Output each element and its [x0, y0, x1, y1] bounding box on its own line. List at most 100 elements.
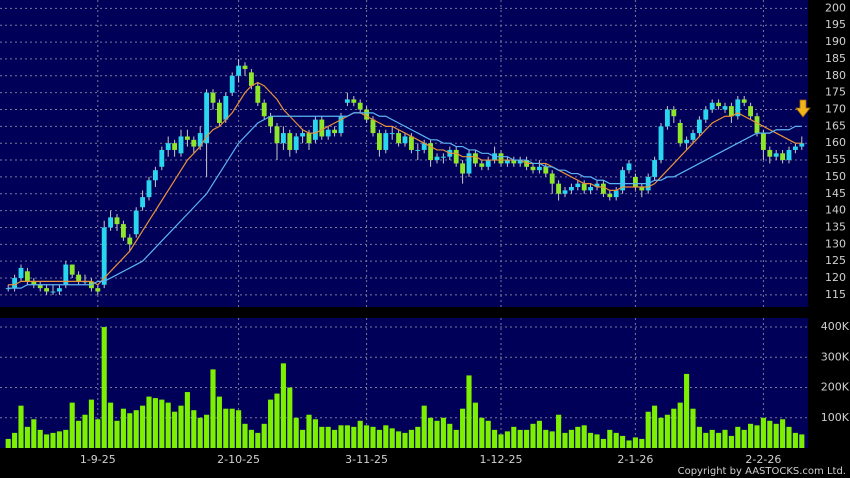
- candle-body: [210, 92, 216, 103]
- volume-bar: [95, 419, 101, 448]
- candle-body: [664, 109, 670, 127]
- volume-bar: [56, 431, 62, 448]
- volume-bar: [748, 423, 754, 448]
- volume-bar: [216, 396, 222, 448]
- candle-body: [101, 227, 107, 285]
- volume-bar: [344, 425, 350, 448]
- candle-body: [735, 99, 741, 117]
- candle-body: [428, 143, 434, 161]
- candle-body: [773, 153, 779, 157]
- candle-body: [140, 197, 146, 208]
- volume-bar: [159, 399, 165, 448]
- candle-body: [152, 170, 158, 181]
- candle-body: [460, 163, 466, 174]
- candle-body: [440, 156, 446, 158]
- candle-body: [786, 149, 792, 161]
- candle-body: [434, 156, 440, 161]
- volume-bar: [716, 432, 722, 448]
- candle-body: [396, 133, 402, 144]
- candle-body: [383, 133, 389, 150]
- y-tick-label: 190: [825, 35, 846, 48]
- x-tick-label: 1-9-25: [80, 453, 116, 466]
- y-tick-label: 100K: [821, 411, 850, 424]
- volume-bar: [581, 425, 587, 448]
- candle-body: [76, 274, 82, 282]
- candle-body: [37, 284, 43, 289]
- candle-body: [306, 133, 312, 144]
- volume-bar: [69, 402, 75, 448]
- y-tick-label: 160: [825, 136, 846, 149]
- volume-bar: [440, 417, 446, 448]
- volume-bar: [703, 432, 709, 448]
- volume-bar: [223, 408, 229, 448]
- volume-bar: [728, 435, 734, 448]
- candle-body: [364, 109, 370, 120]
- volume-bar: [152, 398, 158, 448]
- volume-bar: [44, 434, 50, 448]
- candle-body: [332, 129, 338, 134]
- volume-bar: [671, 408, 677, 448]
- volume-bar: [133, 410, 139, 448]
- candle-body: [741, 99, 747, 103]
- candle-body: [69, 264, 75, 275]
- candle-body: [216, 102, 222, 123]
- y-tick-label: 175: [825, 86, 846, 99]
- volume-bar: [178, 405, 184, 448]
- volume-bar: [274, 393, 280, 448]
- candle-body: [517, 160, 523, 164]
- volume-bar: [261, 423, 267, 448]
- volume-bar: [447, 423, 453, 448]
- volume-bar: [556, 414, 562, 448]
- volume-bar: [575, 426, 581, 448]
- candle-body: [18, 267, 24, 279]
- candle-body: [421, 143, 427, 150]
- volume-bar: [780, 419, 786, 448]
- candle-body: [754, 116, 760, 134]
- candle-body: [639, 187, 645, 191]
- volume-bar: [332, 429, 338, 448]
- volume-bar: [658, 417, 664, 448]
- volume-bar: [632, 437, 638, 448]
- volume-bar: [568, 429, 574, 448]
- y-tick-label: 300K: [821, 350, 850, 363]
- volume-bar: [511, 426, 517, 448]
- candle-body: [357, 102, 363, 110]
- candle-body: [63, 264, 69, 285]
- y-tick-label: 115: [825, 288, 846, 301]
- candle-body: [652, 160, 658, 177]
- candle-body: [12, 278, 18, 289]
- volume-bar: [396, 431, 402, 448]
- candle-body: [792, 146, 798, 150]
- volume-bar: [287, 387, 293, 448]
- volume-bar: [517, 429, 523, 448]
- volume-bar: [319, 426, 325, 448]
- volume-bar: [626, 440, 632, 448]
- candle-body: [31, 281, 37, 285]
- y-tick-label: 165: [825, 119, 846, 132]
- volume-bar: [620, 435, 626, 448]
- volume-bar: [357, 420, 363, 448]
- candle-body: [236, 65, 242, 76]
- x-tick-label: 2-1-26: [617, 453, 653, 466]
- moving-average-line: [8, 112, 802, 289]
- candle-body: [530, 166, 536, 171]
- volume-bar: [415, 426, 421, 448]
- y-tick-label: 145: [825, 187, 846, 200]
- marks: [5, 58, 805, 448]
- volume-bar: [460, 408, 466, 448]
- candle-body: [498, 153, 504, 164]
- volume-bar: [722, 429, 728, 448]
- candle-body: [466, 153, 472, 174]
- y-tick-label: 125: [825, 254, 846, 267]
- moving-average-line: [8, 81, 802, 286]
- candle-body: [389, 133, 395, 135]
- volume-bar: [479, 417, 485, 448]
- volume-bar: [639, 438, 645, 448]
- candle-body: [204, 92, 210, 144]
- candle-body: [415, 149, 421, 151]
- candle-body: [748, 106, 754, 117]
- candle-body: [504, 160, 510, 164]
- candle-body: [370, 119, 376, 134]
- candle-body: [287, 133, 293, 150]
